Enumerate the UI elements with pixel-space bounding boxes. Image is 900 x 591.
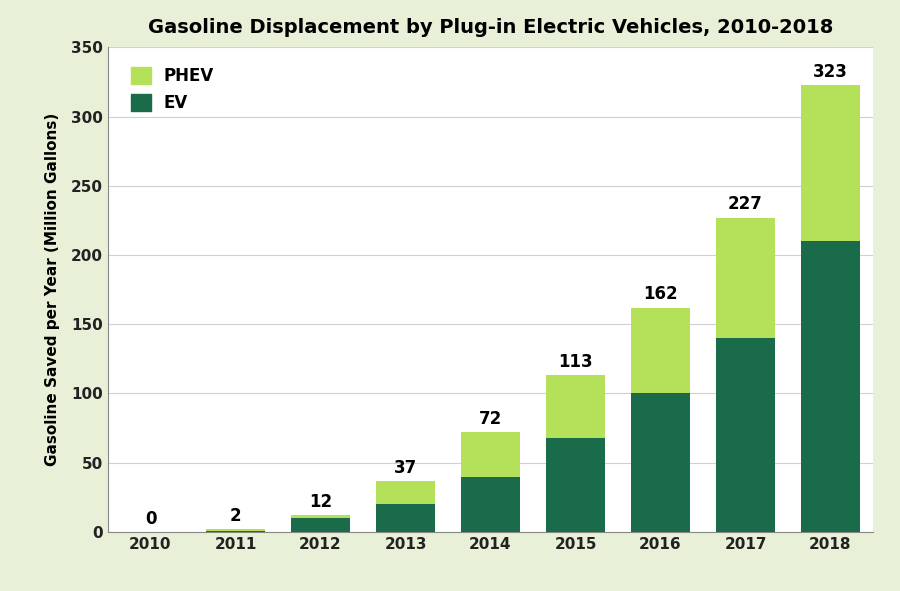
Text: 162: 162 [644, 285, 678, 303]
Bar [801, 85, 860, 241]
Text: 37: 37 [394, 459, 417, 476]
Bar [206, 529, 266, 531]
Text: 227: 227 [728, 196, 763, 213]
Y-axis label: Gasoline Saved per Year (Million Gallons): Gasoline Saved per Year (Million Gallons… [45, 113, 60, 466]
Bar [716, 217, 775, 338]
Bar [631, 394, 690, 532]
Bar [206, 531, 266, 532]
Text: 0: 0 [145, 510, 157, 528]
Text: 2: 2 [230, 507, 241, 525]
Bar [545, 375, 605, 438]
Bar [545, 438, 605, 532]
Text: 113: 113 [558, 353, 593, 371]
Bar [631, 307, 690, 394]
Legend: PHEV, EV: PHEV, EV [124, 60, 220, 118]
Bar [376, 480, 436, 504]
Bar [376, 504, 436, 532]
Text: 323: 323 [813, 63, 848, 80]
Text: 72: 72 [479, 410, 502, 428]
Title: Gasoline Displacement by Plug-in Electric Vehicles, 2010-2018: Gasoline Displacement by Plug-in Electri… [148, 18, 833, 37]
Text: 12: 12 [309, 493, 332, 511]
Bar [461, 432, 520, 476]
Bar [291, 518, 350, 532]
Bar [461, 476, 520, 532]
Bar [291, 515, 350, 518]
Bar [716, 338, 775, 532]
Bar [801, 241, 860, 532]
